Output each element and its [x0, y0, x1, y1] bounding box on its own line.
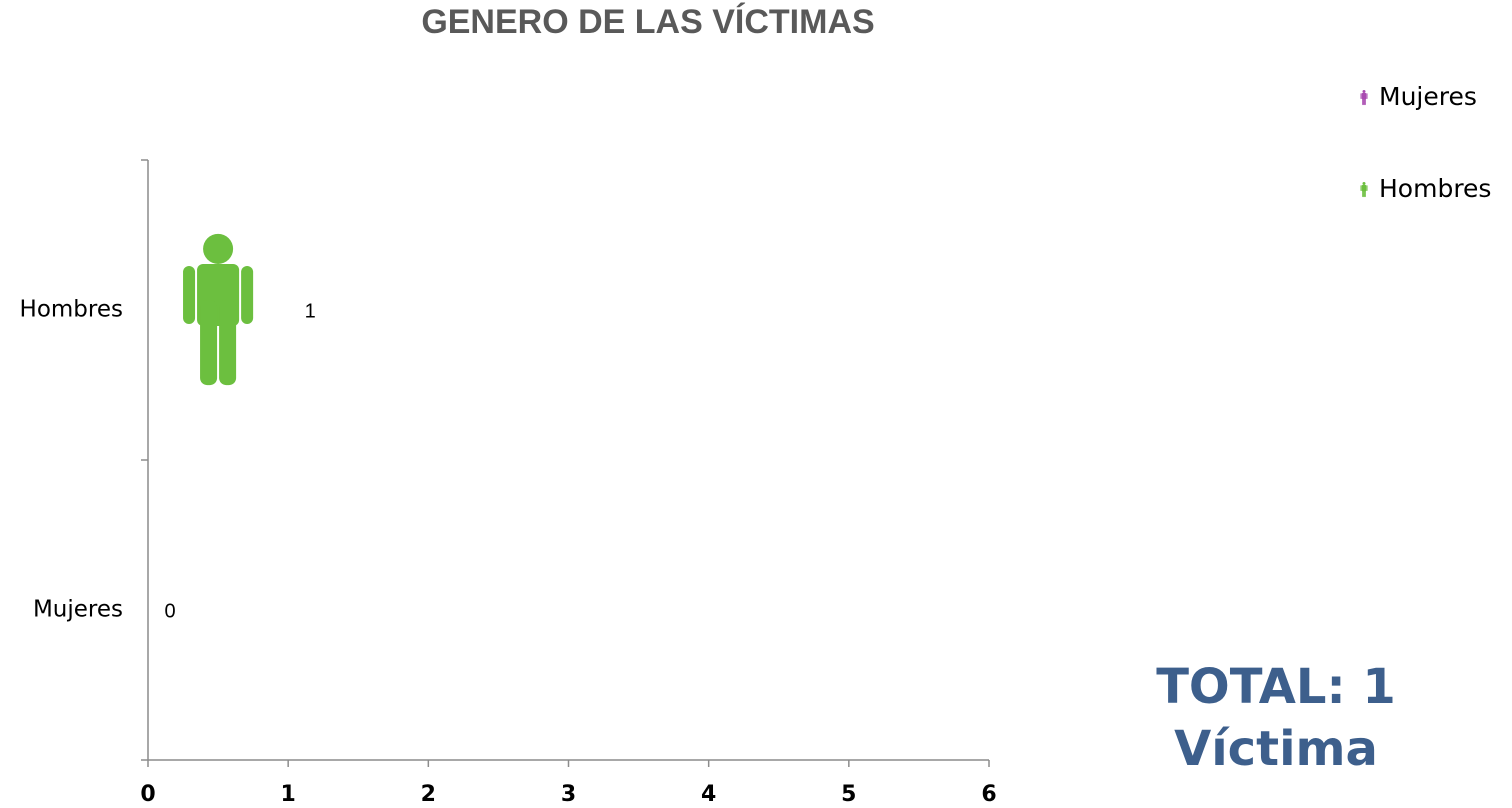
icon-head — [203, 233, 234, 264]
legend-label: Hombres — [1379, 174, 1491, 203]
icon-leg — [1362, 96, 1364, 106]
icon-arm — [1360, 93, 1362, 99]
annotation: Víctima — [1174, 721, 1378, 777]
x-tick-label: 2 — [421, 782, 436, 807]
x-tick-label: 3 — [561, 782, 576, 807]
icon-leg — [1364, 188, 1366, 198]
y-tick-label: Mujeres — [33, 597, 123, 623]
legend-icon — [1360, 182, 1368, 198]
chart-title: GENERO DE LAS VÍCTIMAS — [421, 3, 874, 41]
icon-leg — [200, 299, 218, 386]
legend-icon — [1360, 90, 1368, 106]
legend-label: Mujeres — [1379, 82, 1477, 111]
icon-leg — [219, 299, 237, 386]
icon-leg — [1364, 96, 1366, 106]
icon-arm — [1366, 185, 1368, 191]
x-tick-label: 6 — [981, 782, 996, 807]
icon-head — [1362, 90, 1366, 93]
x-tick-label: 0 — [140, 782, 155, 807]
value-label: 0 — [164, 600, 175, 622]
value-label: 1 — [305, 300, 316, 322]
icon-arm — [183, 265, 196, 325]
x-tick-label: 5 — [841, 782, 856, 807]
icon-arm — [1366, 93, 1368, 99]
icon-arm — [1360, 185, 1362, 191]
x-tick-label: 1 — [281, 782, 296, 807]
bar — [183, 233, 254, 386]
annotation: TOTAL: 1 — [1156, 659, 1396, 715]
icon-head — [1362, 182, 1366, 185]
y-tick-label: Hombres — [20, 297, 123, 323]
icon-arm — [241, 265, 254, 325]
x-tick-label: 4 — [701, 782, 716, 807]
icon-leg — [1362, 188, 1364, 198]
